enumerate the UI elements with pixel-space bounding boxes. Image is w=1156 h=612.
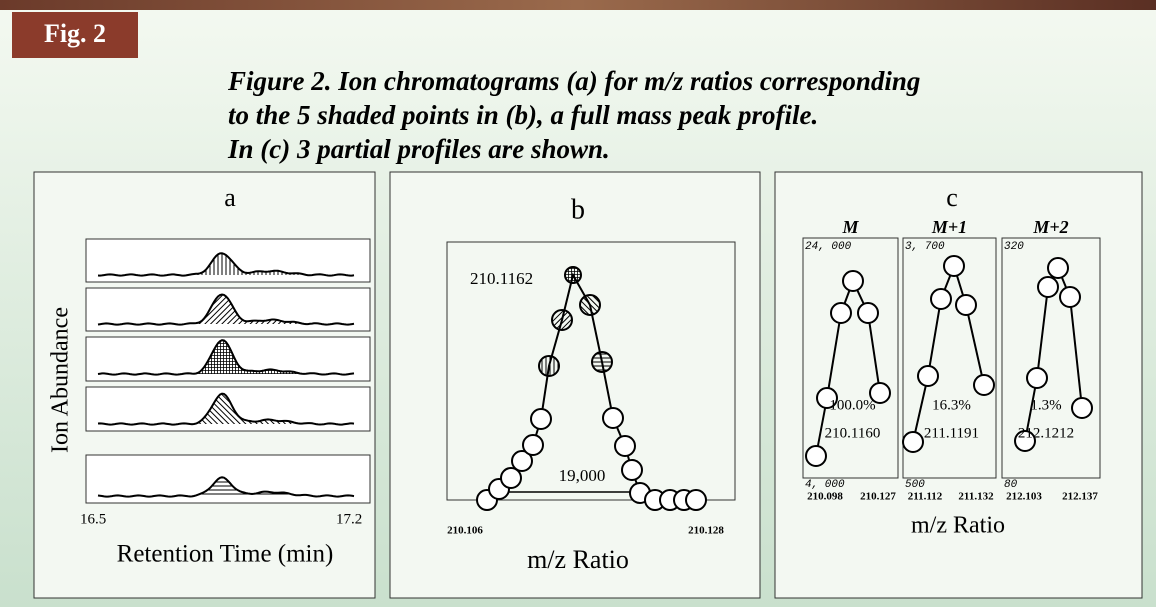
profile-point [806, 446, 826, 466]
x-axis-label: m/z Ratio [911, 513, 1005, 539]
mass-label: 211.1191 [924, 425, 979, 441]
y-bottom-label: 500 [905, 479, 925, 491]
profile-name: M [841, 217, 859, 237]
y-top-label: 3, 700 [905, 241, 945, 253]
profile-point [931, 289, 951, 309]
caption-line: In (c) 3 partial profiles are shown. [227, 134, 610, 164]
percent-label: 16.3% [932, 397, 971, 413]
x-tick-label: 16.5 [80, 511, 106, 527]
y-top-label: 320 [1004, 241, 1024, 253]
caption-line: Figure 2. Ion chromatograms (a) for m/z … [227, 66, 920, 96]
chromatograms [86, 239, 370, 503]
profile-point [831, 303, 851, 323]
percent-label: 100.0% [829, 397, 875, 413]
panel-label: a [224, 183, 236, 212]
profile-point [565, 267, 581, 283]
profile-point [1048, 258, 1068, 278]
profile-point [903, 432, 923, 452]
x-axis-label: m/z Ratio [527, 545, 629, 574]
x-axis-label: Retention Time (min) [117, 541, 334, 568]
x-tick-label: 210.128 [688, 525, 724, 537]
caption-line: to the 5 shaded points in (b), a full ma… [228, 100, 818, 130]
x-tick-label: 210.127 [860, 491, 896, 503]
profile-point [603, 408, 623, 428]
x-tick-label: 212.103 [1006, 491, 1042, 503]
x-tick-label: 210.098 [807, 491, 843, 503]
figure-label: Fig. 2 [44, 19, 106, 48]
profile-point [1038, 277, 1058, 297]
profile-point [1027, 368, 1047, 388]
percent-label: 1.3% [1030, 397, 1061, 413]
peak-label: 210.1162 [470, 269, 533, 288]
profile-point [539, 356, 559, 376]
profile-point [531, 409, 551, 429]
slide: Fig. 2 Figure 2. Ion chromatograms (a) f… [0, 0, 1156, 607]
y-bottom-label: 4, 000 [805, 479, 845, 491]
profile-point [843, 271, 863, 291]
profile-point [1060, 287, 1080, 307]
profile-point [686, 490, 706, 510]
x-tick-label: 210.106 [447, 525, 483, 537]
profile-point [974, 375, 994, 395]
profile-point [523, 435, 543, 455]
header-strip [0, 0, 1156, 10]
profile-point [615, 436, 635, 456]
y-bottom-label: 80 [1004, 479, 1018, 491]
x-tick-label: 17.2 [336, 511, 362, 527]
x-tick-label: 211.112 [908, 491, 943, 503]
profile-point [592, 352, 612, 372]
mass-label: 212.1212 [1018, 425, 1074, 441]
profile-point [580, 295, 600, 315]
profile-point [858, 303, 878, 323]
panel-label: c [946, 183, 958, 212]
profile-point [552, 310, 572, 330]
profile-name: M+2 [1032, 217, 1068, 237]
panel-label: b [571, 194, 585, 225]
profile-point [956, 295, 976, 315]
x-tick-label: 212.137 [1062, 491, 1098, 503]
profile-point [622, 460, 642, 480]
x-tick-label: 211.132 [958, 491, 994, 503]
y-top-label: 24, 000 [805, 241, 852, 253]
panel-a [34, 172, 375, 598]
profile-point [1072, 398, 1092, 418]
profile-name: M+1 [931, 217, 967, 237]
y-axis-label: Ion Abundance [48, 307, 74, 453]
mass-label: 210.1160 [825, 425, 881, 441]
profile-point [944, 256, 964, 276]
width-label: 19,000 [559, 466, 606, 485]
profile-point [918, 366, 938, 386]
